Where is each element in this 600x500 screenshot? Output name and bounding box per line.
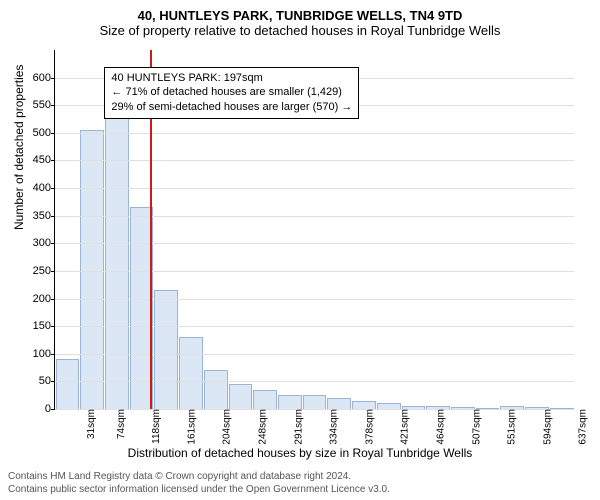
x-tick-label: 637sqm bbox=[576, 411, 578, 447]
histogram-bar bbox=[179, 337, 203, 409]
histogram-bar bbox=[278, 395, 302, 409]
callout-line: ← 71% of detached houses are smaller (1,… bbox=[111, 85, 352, 100]
histogram-bar bbox=[204, 370, 228, 409]
x-tick-label: 204sqm bbox=[220, 411, 222, 447]
y-tick-label: 400 bbox=[33, 182, 55, 194]
x-tick-label: 421sqm bbox=[398, 411, 400, 447]
grid-line bbox=[55, 133, 574, 134]
footer-line: Contains HM Land Registry data © Crown c… bbox=[8, 471, 390, 484]
grid-line bbox=[55, 354, 574, 355]
x-tick-label: 334sqm bbox=[327, 411, 329, 447]
y-tick-label: 450 bbox=[33, 154, 55, 166]
grid-line bbox=[55, 271, 574, 272]
x-tick-label: 248sqm bbox=[256, 411, 258, 447]
callout-line: 29% of semi-detached houses are larger (… bbox=[111, 100, 352, 115]
x-tick-label: 507sqm bbox=[469, 411, 471, 447]
page-title: 40, HUNTLEYS PARK, TUNBRIDGE WELLS, TN4 … bbox=[0, 8, 600, 23]
histogram-bar bbox=[56, 359, 80, 409]
y-tick-label: 250 bbox=[33, 265, 55, 277]
y-tick-label: 150 bbox=[33, 320, 55, 332]
x-axis-label: Distribution of detached houses by size … bbox=[0, 446, 600, 460]
x-tick-label: 31sqm bbox=[84, 411, 86, 441]
x-tick-label: 74sqm bbox=[114, 411, 116, 441]
grid-line bbox=[55, 381, 574, 382]
x-tick-label: 464sqm bbox=[434, 411, 436, 447]
histogram-chart: 40 HUNTLEYS PARK: 197sqm← 71% of detache… bbox=[54, 50, 574, 410]
y-tick-label: 100 bbox=[33, 348, 55, 360]
histogram-bar bbox=[154, 290, 178, 409]
grid-line bbox=[55, 326, 574, 327]
y-tick-label: 200 bbox=[33, 293, 55, 305]
grid-line bbox=[55, 160, 574, 161]
grid-line bbox=[55, 216, 574, 217]
histogram-bar bbox=[303, 395, 327, 409]
x-tick-label: 594sqm bbox=[540, 411, 542, 447]
y-tick-label: 300 bbox=[33, 237, 55, 249]
histogram-bar bbox=[253, 390, 277, 409]
x-tick-labels: 31sqm74sqm118sqm161sqm204sqm248sqm291sqm… bbox=[54, 410, 574, 412]
y-tick-label: 600 bbox=[33, 72, 55, 84]
y-tick-label: 500 bbox=[33, 127, 55, 139]
y-tick-label: 550 bbox=[33, 99, 55, 111]
histogram-bar bbox=[80, 130, 104, 409]
grid-line bbox=[55, 299, 574, 300]
y-tick-label: 350 bbox=[33, 210, 55, 222]
y-tick-label: 0 bbox=[45, 403, 55, 415]
grid-line bbox=[55, 188, 574, 189]
grid-line bbox=[55, 243, 574, 244]
y-tick-label: 50 bbox=[39, 375, 55, 387]
y-axis-label: Number of detached properties bbox=[12, 65, 26, 230]
x-tick-label: 161sqm bbox=[184, 411, 186, 447]
callout-line: 40 HUNTLEYS PARK: 197sqm bbox=[111, 71, 352, 86]
x-tick-label: 378sqm bbox=[362, 411, 364, 447]
histogram-bar bbox=[229, 384, 253, 409]
footer-attribution: Contains HM Land Registry data © Crown c… bbox=[8, 471, 390, 496]
callout-box: 40 HUNTLEYS PARK: 197sqm← 71% of detache… bbox=[104, 67, 359, 120]
x-tick-label: 551sqm bbox=[505, 411, 507, 447]
plot-area: 40 HUNTLEYS PARK: 197sqm← 71% of detache… bbox=[54, 50, 574, 410]
histogram-bar bbox=[352, 401, 376, 409]
x-tick-label: 118sqm bbox=[149, 411, 151, 446]
histogram-bar bbox=[327, 398, 351, 409]
footer-line: Contains public sector information licen… bbox=[8, 484, 390, 497]
x-tick-label: 291sqm bbox=[291, 411, 293, 447]
page-subtitle: Size of property relative to detached ho… bbox=[0, 23, 600, 38]
